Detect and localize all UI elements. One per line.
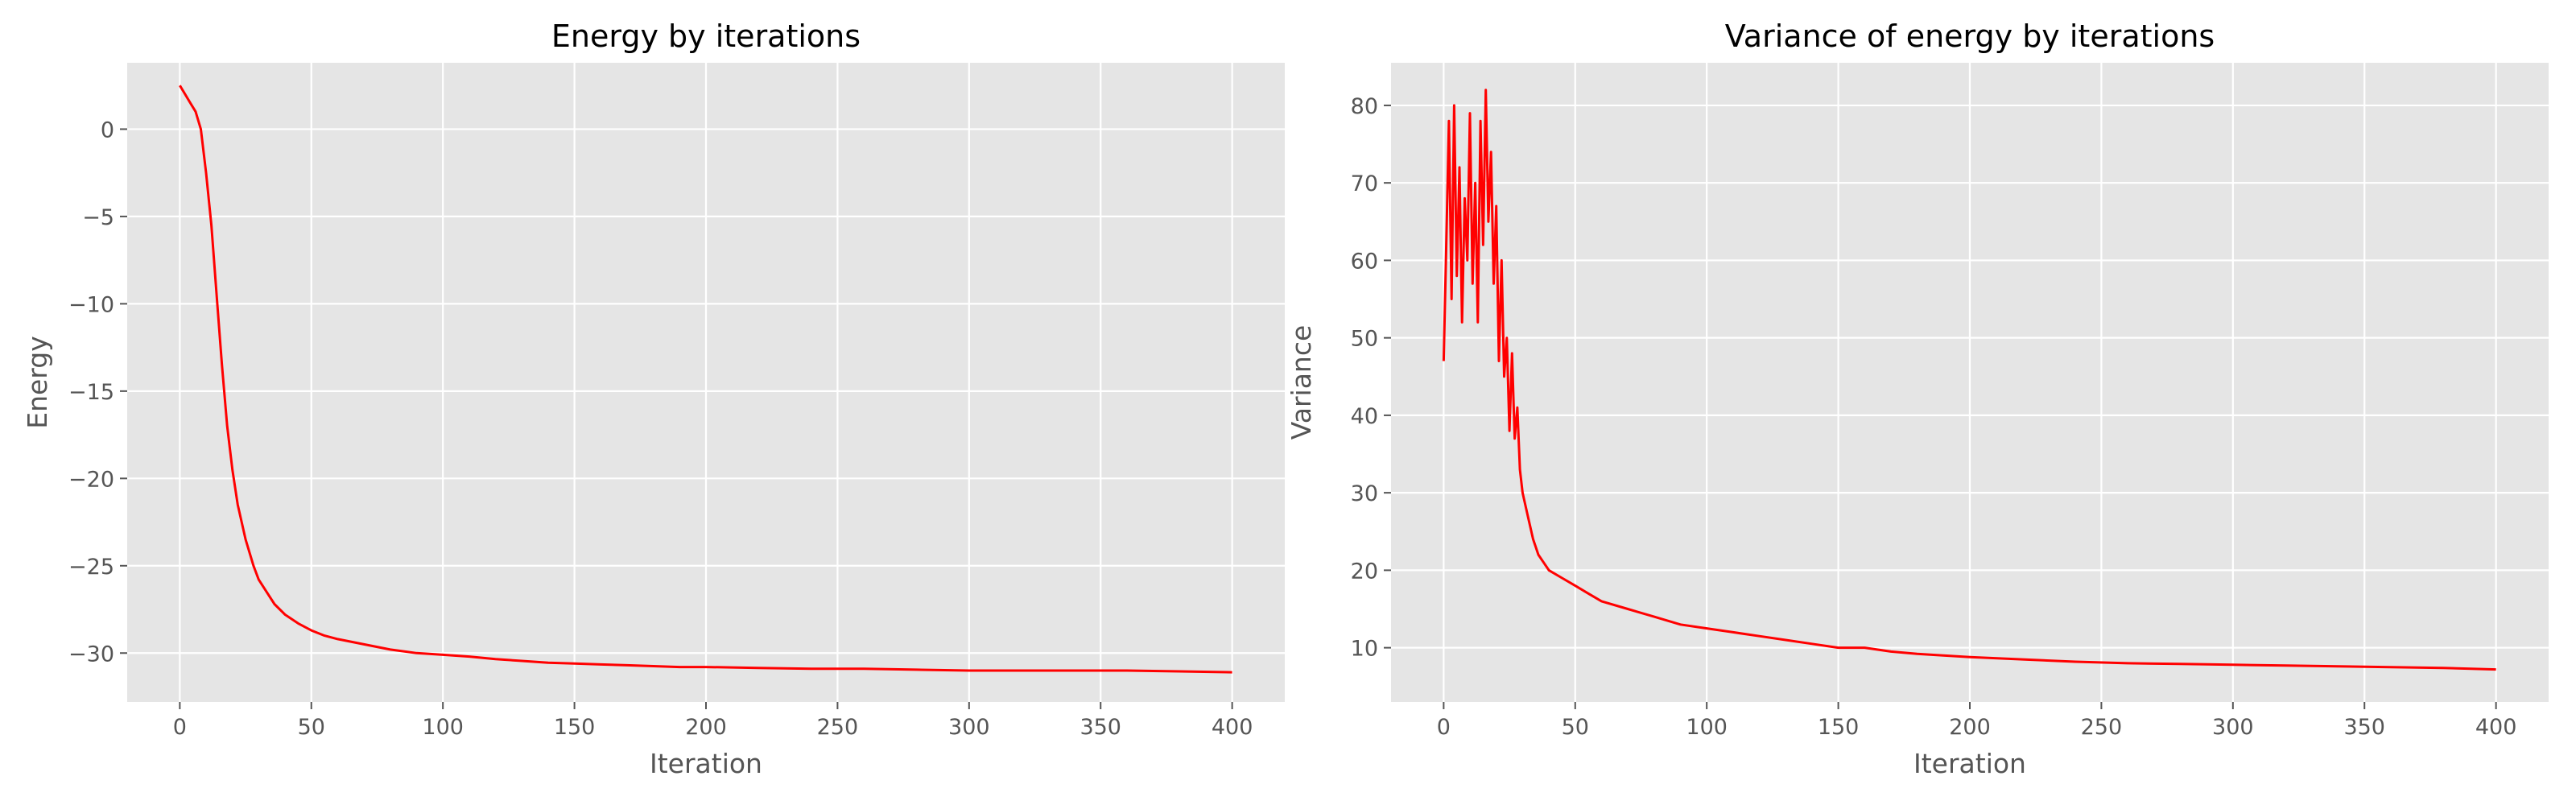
x-tick-label: 0 <box>1437 715 1451 740</box>
y-tick-label: 20 <box>1351 559 1378 584</box>
x-tick-label: 0 <box>173 715 187 740</box>
y-tick-label: −25 <box>68 555 114 580</box>
x-tick-label: 250 <box>2081 715 2123 740</box>
x-tick-label: 100 <box>422 715 464 740</box>
series-line-1 <box>179 85 1232 674</box>
x-tick-label: 400 <box>1212 715 1253 740</box>
x-tick-label: 250 <box>817 715 859 740</box>
y-tick-label: 0 <box>101 118 114 142</box>
y-tick-label: 10 <box>1351 637 1378 662</box>
y-tick-label: 50 <box>1351 327 1378 352</box>
chart-panel-1: 0 50 100 150 200 250 300 350 400 0 −5 −10 −15 −20 −25 −… <box>22 19 1285 779</box>
y-tick-label: 30 <box>1351 481 1378 506</box>
x-tick-label: 400 <box>2475 715 2517 740</box>
chart-title: Energy by iterations <box>551 19 861 54</box>
y-tick-label: 40 <box>1351 404 1378 429</box>
x-tick-label: 300 <box>2212 715 2254 740</box>
x-axis-label: Iteration <box>650 748 762 779</box>
x-tick-label: 50 <box>1562 715 1589 740</box>
y-tick-label: 60 <box>1351 249 1378 274</box>
y-tick-label: −10 <box>68 292 114 317</box>
x-tick-label: 150 <box>554 715 596 740</box>
x-tick-label: 200 <box>685 715 727 740</box>
x-tick-label: 200 <box>1949 715 1991 740</box>
y-tick-label: 70 <box>1351 171 1378 196</box>
x-tick-label: 100 <box>1686 715 1728 740</box>
y-tick-label: 80 <box>1351 94 1378 119</box>
y-tick-label: −5 <box>82 205 114 230</box>
y-tick-label: −30 <box>68 642 114 667</box>
x-tick-label: 350 <box>1080 715 1121 740</box>
x-tick-label: 50 <box>298 715 325 740</box>
x-axis-label: Iteration <box>1913 748 2026 779</box>
y-tick-label: −20 <box>68 467 114 492</box>
x-tick-label: 150 <box>1818 715 1860 740</box>
chart-title: Variance of energy by iterations <box>1725 19 2215 54</box>
y-axis-label: Variance <box>1286 325 1317 440</box>
chart-panel-2: 0 50 100 150 200 250 300 350 400 10 20 30 40 50 60 70 80… <box>1286 19 2549 779</box>
series-line-1 <box>1442 89 2496 671</box>
x-tick-label: 350 <box>2343 715 2385 740</box>
y-axis-label: Energy <box>22 336 53 429</box>
x-tick-label: 300 <box>948 715 990 740</box>
y-tick-label: −15 <box>68 380 114 405</box>
